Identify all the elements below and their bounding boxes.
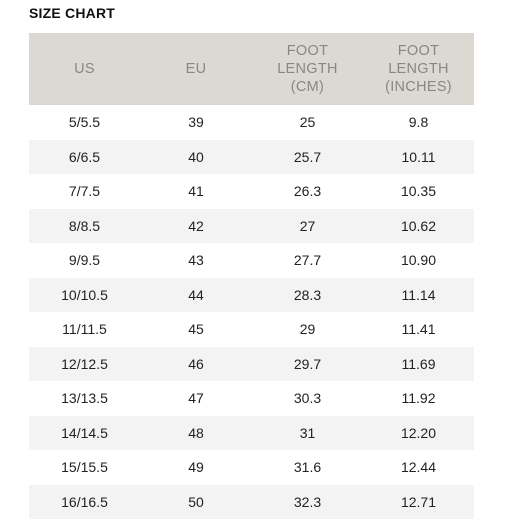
us-size-cell: 8/8.5 — [29, 208, 140, 243]
foot-length-cm-cell: 27 — [252, 208, 363, 243]
table-row: 15/15.5 49 31.6 12.44 — [29, 450, 474, 485]
foot-length-inches-cell: 12.71 — [363, 484, 474, 519]
us-size-cell: 13/13.5 — [29, 381, 140, 416]
header-row: US EU FOOT LENGTH (CM) FOOT LENGTH (INCH… — [29, 33, 474, 105]
foot-length-inches-cell: 11.14 — [363, 277, 474, 312]
foot-length-cm-cell: 25 — [252, 105, 363, 140]
foot-length-cm-cell: 32.3 — [252, 484, 363, 519]
eu-size-cell: 48 — [140, 415, 252, 450]
table-row: 8/8.5 42 27 10.62 — [29, 208, 474, 243]
foot-length-inches-cell: 12.20 — [363, 415, 474, 450]
foot-length-cm-cell: 30.3 — [252, 381, 363, 416]
us-size-cell: 7/7.5 — [29, 174, 140, 209]
table-row: 5/5.5 39 25 9.8 — [29, 105, 474, 140]
header-foot-cm-line1: FOOT — [286, 43, 329, 59]
us-size-cell: 11/11.5 — [29, 312, 140, 347]
table-row: 7/7.5 41 26.3 10.35 — [29, 174, 474, 209]
us-size-cell: 10/10.5 — [29, 277, 140, 312]
table-row: 9/9.5 43 27.7 10.90 — [29, 243, 474, 278]
foot-length-inches-cell: 10.90 — [363, 243, 474, 278]
eu-size-cell: 42 — [140, 208, 252, 243]
foot-length-cm-cell: 29 — [252, 312, 363, 347]
table-row: 12/12.5 46 29.7 11.69 — [29, 346, 474, 381]
header-foot-length-inches: FOOT LENGTH (INCHES) — [363, 33, 474, 105]
foot-length-cm-cell: 31.6 — [252, 450, 363, 485]
eu-size-cell: 44 — [140, 277, 252, 312]
foot-length-inches-cell: 11.92 — [363, 381, 474, 416]
table-row: 6/6.5 40 25.7 10.11 — [29, 139, 474, 174]
size-chart-table: US EU FOOT LENGTH (CM) FOOT LENGTH (INCH… — [29, 33, 474, 519]
eu-size-cell: 47 — [140, 381, 252, 416]
foot-length-inches-cell: 10.62 — [363, 208, 474, 243]
foot-length-cm-cell: 31 — [252, 415, 363, 450]
eu-size-cell: 49 — [140, 450, 252, 485]
foot-length-inches-cell: 11.69 — [363, 346, 474, 381]
eu-size-cell: 39 — [140, 105, 252, 140]
foot-length-inches-cell: 9.8 — [363, 105, 474, 140]
foot-length-inches-cell: 10.35 — [363, 174, 474, 209]
header-foot-cm-line2: LENGTH — [277, 61, 338, 77]
us-size-cell: 6/6.5 — [29, 139, 140, 174]
table-row: 16/16.5 50 32.3 12.71 — [29, 484, 474, 519]
foot-length-cm-cell: 26.3 — [252, 174, 363, 209]
table-row: 13/13.5 47 30.3 11.92 — [29, 381, 474, 416]
foot-length-cm-cell: 25.7 — [252, 139, 363, 174]
us-size-cell: 14/14.5 — [29, 415, 140, 450]
foot-length-inches-cell: 12.44 — [363, 450, 474, 485]
eu-size-cell: 45 — [140, 312, 252, 347]
us-size-cell: 16/16.5 — [29, 484, 140, 519]
foot-length-cm-cell: 28.3 — [252, 277, 363, 312]
foot-length-cm-cell: 27.7 — [252, 243, 363, 278]
table-header: US EU FOOT LENGTH (CM) FOOT LENGTH (INCH… — [29, 33, 474, 105]
header-foot-in-line1: FOOT — [397, 43, 440, 59]
table-row: 10/10.5 44 28.3 11.14 — [29, 277, 474, 312]
header-eu: EU — [140, 33, 252, 105]
table-body: 5/5.5 39 25 9.8 6/6.5 40 25.7 10.11 7/7.5 41 26.3 1… — [29, 105, 474, 519]
us-size-cell: 5/5.5 — [29, 105, 140, 140]
foot-length-inches-cell: 10.11 — [363, 139, 474, 174]
eu-size-cell: 40 — [140, 139, 252, 174]
header-foot-cm-line3: (CM) — [290, 79, 325, 95]
foot-length-cm-cell: 29.7 — [252, 346, 363, 381]
us-size-cell: 15/15.5 — [29, 450, 140, 485]
header-foot-in-line2: LENGTH — [388, 61, 449, 77]
page-title: SIZE CHART — [29, 5, 115, 21]
us-size-cell: 9/9.5 — [29, 243, 140, 278]
eu-size-cell: 41 — [140, 174, 252, 209]
table-row: 11/11.5 45 29 11.41 — [29, 312, 474, 347]
table-row: 14/14.5 48 31 12.20 — [29, 415, 474, 450]
us-size-cell: 12/12.5 — [29, 346, 140, 381]
eu-size-cell: 46 — [140, 346, 252, 381]
eu-size-cell: 43 — [140, 243, 252, 278]
header-foot-length-cm: FOOT LENGTH (CM) — [252, 33, 363, 105]
header-foot-in-line3: (INCHES) — [385, 79, 452, 95]
foot-length-inches-cell: 11.41 — [363, 312, 474, 347]
eu-size-cell: 50 — [140, 484, 252, 519]
header-us: US — [29, 33, 140, 105]
